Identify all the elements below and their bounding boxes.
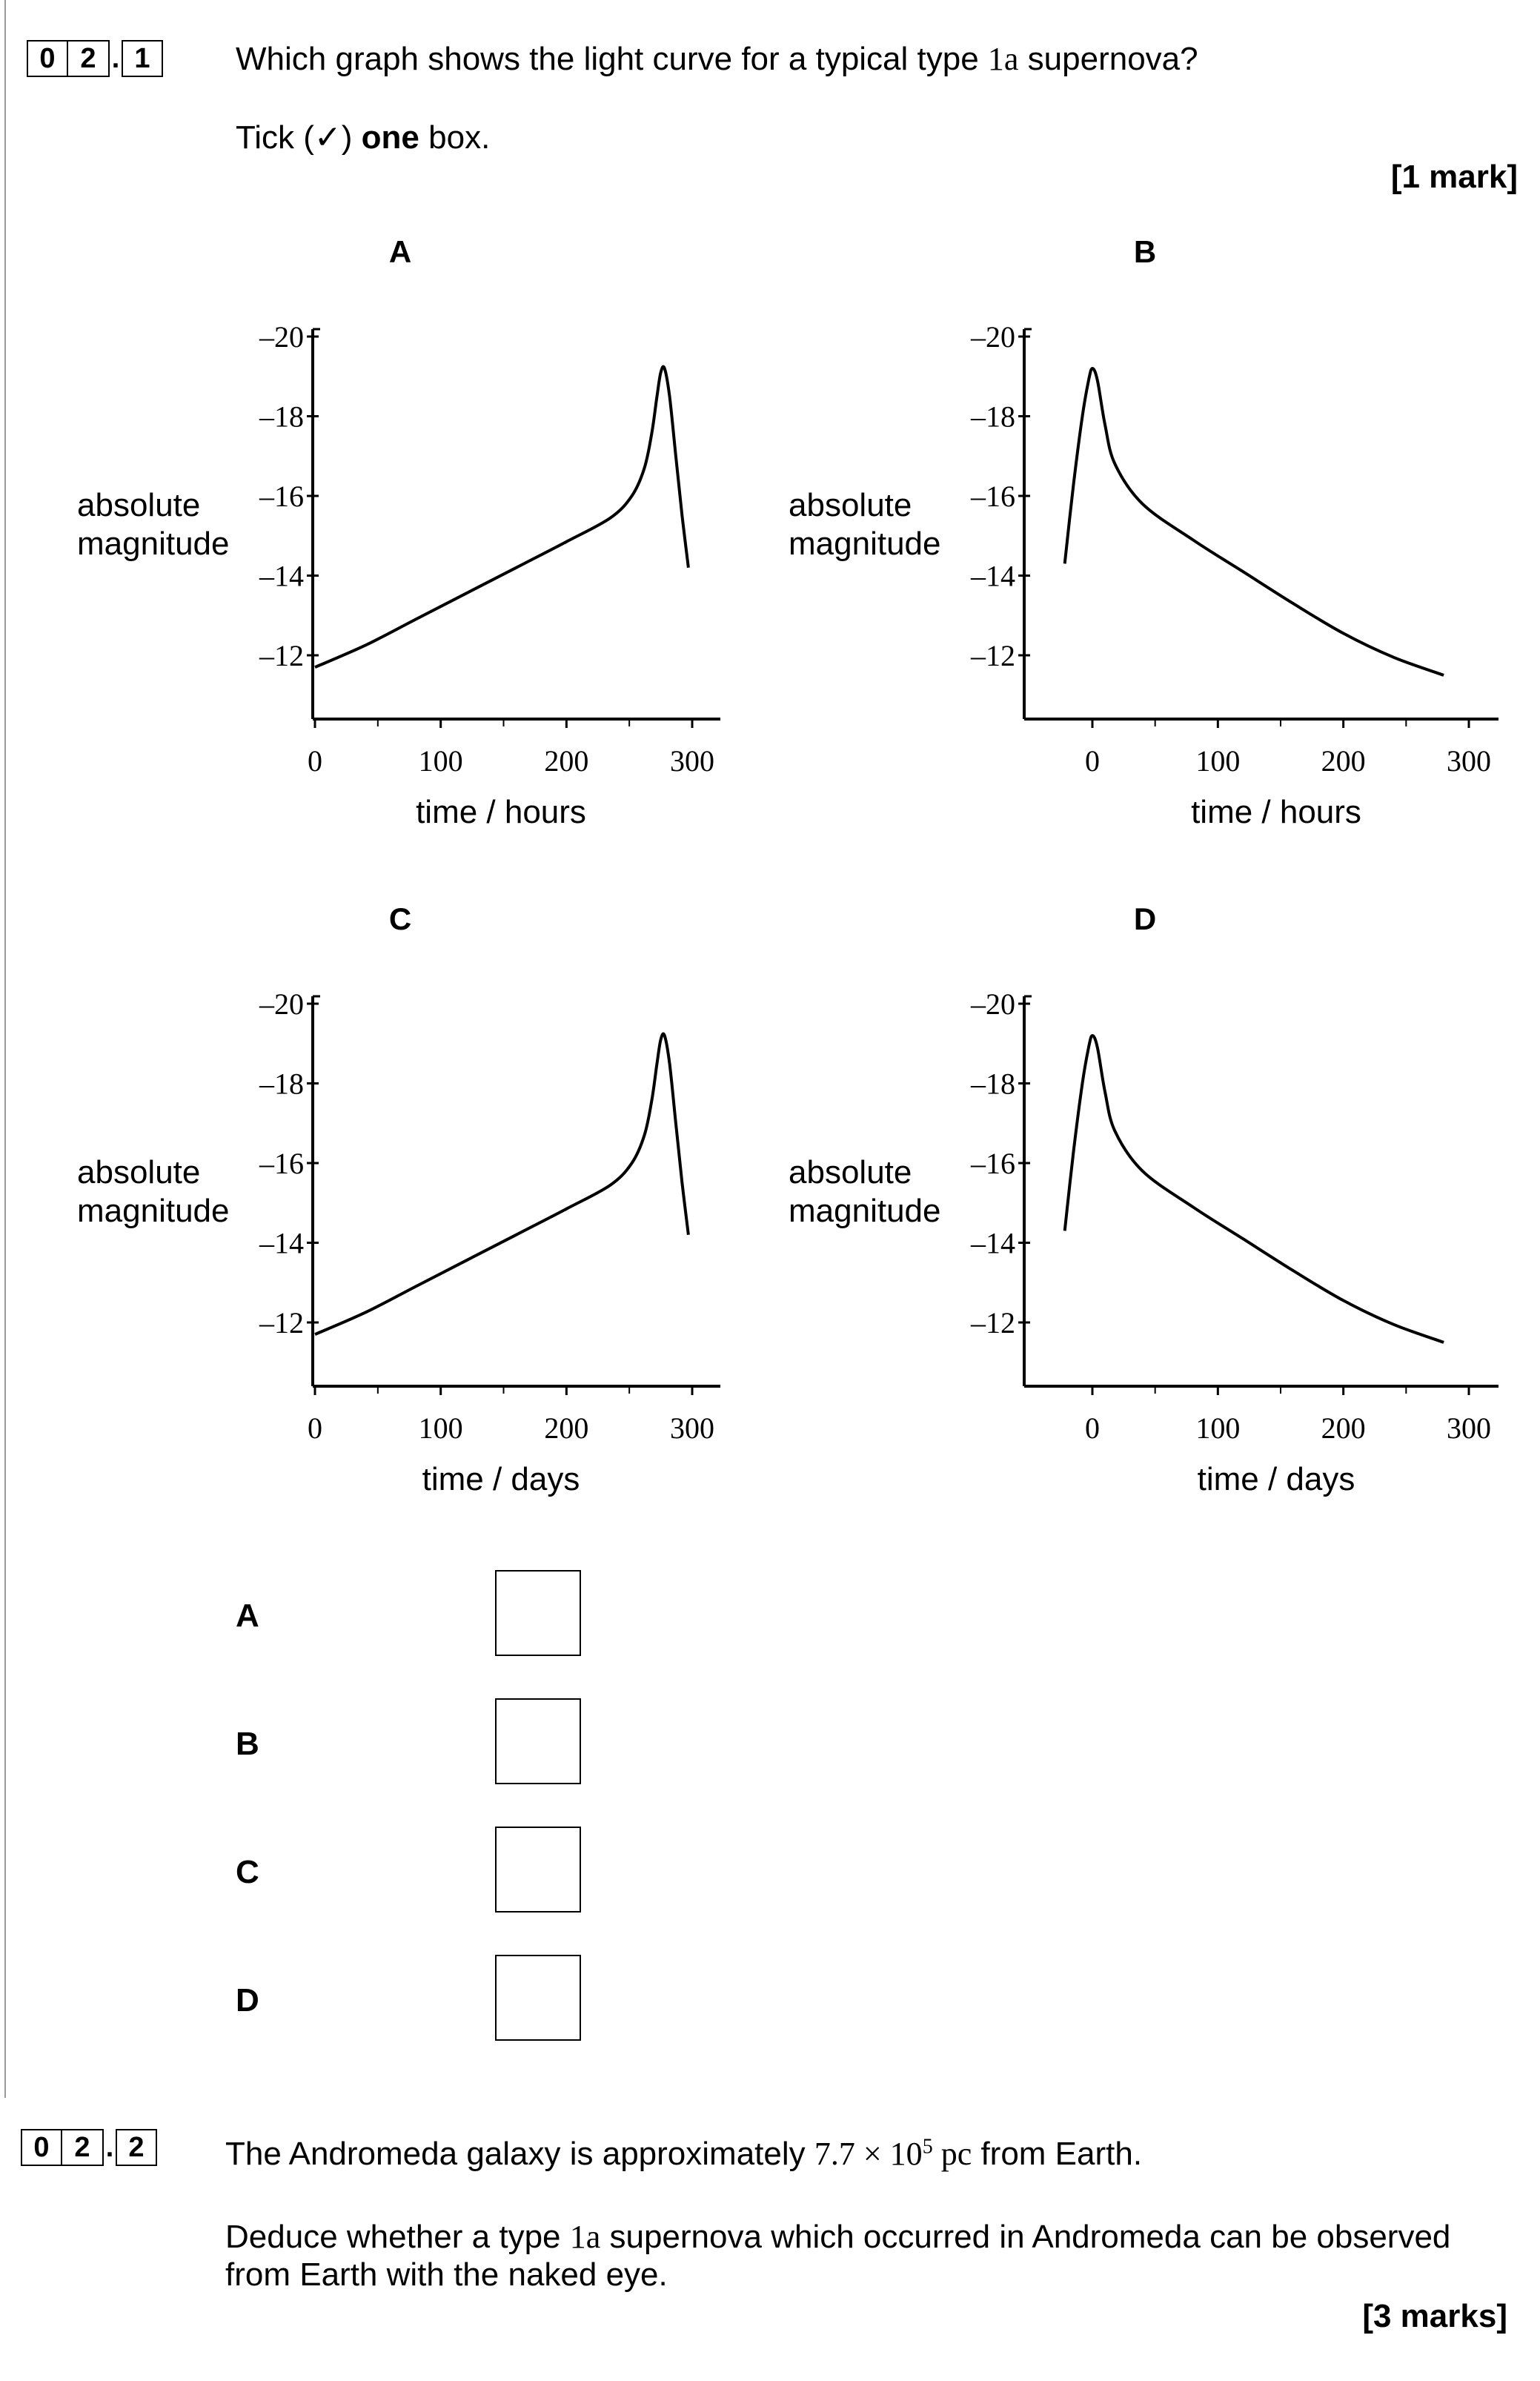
question-number-02-1: 0 2 . 1 bbox=[27, 40, 163, 77]
y-tick-label: –18 bbox=[259, 400, 304, 434]
y-tick-label: –18 bbox=[970, 1067, 1015, 1101]
qnum-digit: 2 bbox=[62, 2129, 104, 2166]
checkmark-icon: ✓ bbox=[313, 119, 342, 156]
qnum-digit: 2 bbox=[116, 2129, 157, 2166]
instruction-text: Tick (✓) one box. bbox=[236, 119, 491, 156]
graph-title-b: B bbox=[1134, 234, 1156, 269]
option-label-d: D bbox=[236, 1982, 259, 2019]
x-axis-label: time / hours bbox=[1191, 794, 1361, 830]
y-tick-label: –12 bbox=[970, 639, 1015, 672]
x-axis-label: time / days bbox=[422, 1461, 580, 1497]
marks-label-2: [3 marks] bbox=[1362, 2298, 1507, 2334]
x-tick-label: 300 bbox=[1447, 1411, 1491, 1445]
y-tick-label: –18 bbox=[970, 400, 1015, 434]
y-tick-label: –18 bbox=[259, 1067, 304, 1101]
x-tick-label: 100 bbox=[1195, 744, 1240, 778]
graph-title-d: D bbox=[1134, 901, 1156, 936]
x-tick-label: 200 bbox=[544, 1411, 588, 1445]
question-text: Which graph shows the light curve for a … bbox=[236, 41, 1198, 77]
y-tick-label: –16 bbox=[970, 1147, 1015, 1180]
qnum-digit: 0 bbox=[21, 2129, 62, 2166]
x-tick-label: 300 bbox=[670, 744, 714, 778]
y-tick-label: –16 bbox=[259, 1147, 304, 1180]
light-curve-b bbox=[1063, 367, 1444, 677]
question-number-02-2: 0 2 . 2 bbox=[21, 2129, 157, 2166]
x-tick-label: 0 bbox=[1085, 744, 1100, 778]
x-tick-label: 200 bbox=[1321, 744, 1366, 778]
option-label-c: C bbox=[236, 1854, 259, 1890]
light-curve-graphs: A –20 –18 –16 –14 –12 0 100 200 300 absolute magnit… bbox=[77, 234, 1498, 1497]
x-tick-label: 300 bbox=[670, 1411, 714, 1445]
tick-box-b[interactable] bbox=[495, 1698, 581, 1784]
y-tick-label: –14 bbox=[970, 560, 1015, 593]
x-tick-label: 0 bbox=[308, 744, 322, 778]
margin-rule bbox=[4, 0, 6, 2098]
qnum-digit: 2 bbox=[68, 40, 110, 77]
y-tick-label: –14 bbox=[259, 560, 304, 593]
x-tick-label: 0 bbox=[1085, 1411, 1100, 1445]
y-tick-label: –20 bbox=[259, 987, 304, 1021]
x-axis-label: time / days bbox=[1198, 1461, 1355, 1497]
y-tick-label: –12 bbox=[970, 1306, 1015, 1339]
y-tick-label: –20 bbox=[259, 320, 304, 354]
qnum-digit: 1 bbox=[122, 40, 163, 77]
y-tick-label: –12 bbox=[259, 1306, 304, 1339]
x-tick-label: 0 bbox=[308, 1411, 322, 1445]
y-tick-label: –20 bbox=[970, 320, 1015, 354]
tick-box-d[interactable] bbox=[495, 1955, 581, 2041]
question-2-line-2: Deduce whether a type 1a supernova which… bbox=[225, 2219, 1451, 2255]
y-tick-label: –20 bbox=[970, 987, 1015, 1021]
y-tick-label: –16 bbox=[970, 480, 1015, 513]
light-curve-c bbox=[314, 1032, 690, 1336]
y-axis-label: absolute magnitude bbox=[789, 1154, 940, 1229]
question-2-line-1: The Andromeda galaxy is approximately 7.… bbox=[225, 2135, 1143, 2172]
y-axis-label: absolute magnitude bbox=[789, 487, 940, 562]
y-tick-label: –16 bbox=[259, 480, 304, 513]
light-curve-a bbox=[314, 365, 690, 669]
graph-title-c: C bbox=[389, 901, 411, 936]
tick-box-c[interactable] bbox=[495, 1827, 581, 1913]
y-tick-label: –14 bbox=[970, 1227, 1015, 1260]
marks-label: [1 mark] bbox=[1390, 159, 1518, 195]
x-tick-label: 100 bbox=[419, 1411, 463, 1445]
option-label-a: A bbox=[236, 1597, 259, 1634]
y-tick-label: –12 bbox=[259, 639, 304, 672]
x-tick-label: 100 bbox=[419, 744, 463, 778]
tick-box-a[interactable] bbox=[495, 1570, 581, 1656]
x-tick-label: 200 bbox=[1321, 1411, 1366, 1445]
x-axis-label: time / hours bbox=[416, 794, 586, 830]
graph-title-a: A bbox=[389, 234, 411, 269]
y-axis-label: absolute magnitude bbox=[77, 487, 229, 562]
question-2-line-3: from Earth with the naked eye. bbox=[225, 2256, 668, 2293]
x-tick-label: 200 bbox=[544, 744, 588, 778]
y-tick-label: –14 bbox=[259, 1227, 304, 1260]
qnum-digit: 0 bbox=[27, 40, 68, 77]
y-axis-label: absolute magnitude bbox=[77, 1154, 229, 1229]
x-tick-label: 300 bbox=[1447, 744, 1491, 778]
light-curve-d bbox=[1063, 1034, 1444, 1344]
x-tick-label: 100 bbox=[1195, 1411, 1240, 1445]
option-label-b: B bbox=[236, 1726, 259, 1762]
